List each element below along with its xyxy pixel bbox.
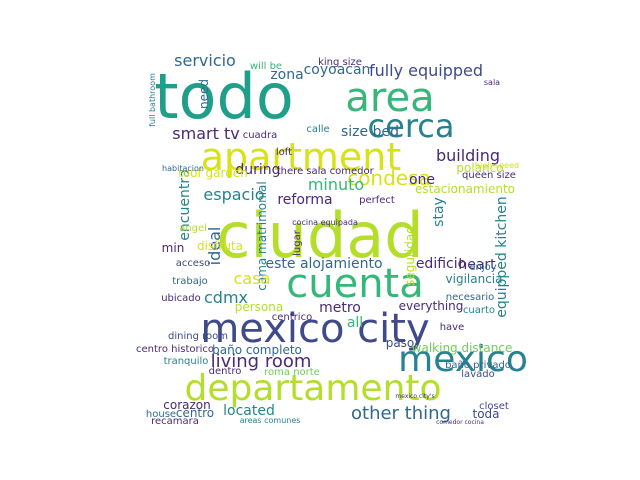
cloud-word: casa (234, 269, 271, 288)
cloud-word: todo (154, 60, 294, 133)
cloud-word: mexico (398, 339, 528, 380)
cloud-word: cdmx (204, 288, 248, 307)
cloud-word: high speed (475, 161, 519, 170)
cloud-word: fully equipped (369, 61, 483, 80)
cloud-word: calle (306, 124, 329, 135)
cloud-word: apartment (201, 135, 402, 179)
cloud-word: enjoy (469, 262, 496, 273)
cloud-word: other thing (351, 403, 451, 424)
cloud-word: area (345, 75, 434, 121)
cloud-word: habitacion (162, 164, 204, 173)
cloud-word: este alojamiento (265, 256, 382, 272)
cloud-word: smart tv (172, 124, 239, 143)
cloud-word: size bed (341, 124, 399, 140)
word-cloud-words: ciudad mexico city todo departamento apartme… (136, 51, 528, 427)
cloud-word: centro (176, 406, 214, 420)
cloud-word: dentro (209, 366, 242, 377)
cloud-word: edificio (416, 256, 466, 272)
cloud-word: seguridad (403, 226, 417, 286)
cloud-word: roma norte (264, 367, 320, 378)
cloud-word: comedor cocina (436, 419, 484, 426)
cloud-word: stay (431, 197, 447, 227)
cloud-word: lugar (292, 229, 303, 256)
cloud-word: metro (319, 300, 361, 316)
cloud-word: min (162, 241, 185, 255)
cloud-word: cuenta (286, 261, 424, 307)
cloud-word: centrico (272, 312, 312, 323)
cloud-word: cerca (368, 107, 455, 145)
cloud-word: espacio (203, 185, 264, 204)
cloud-word: building (436, 146, 500, 165)
cloud-word: departamento (184, 368, 441, 409)
cloud-word: coyoacan (304, 62, 371, 78)
cloud-word: queen size (462, 170, 516, 181)
cloud-word: toda (472, 407, 499, 421)
cloud-word: vigilancia (446, 272, 503, 286)
cloud-word: condesa (347, 166, 431, 190)
cloud-word: king size (318, 57, 362, 68)
cloud-word: baño completo (212, 343, 302, 357)
cloud-word: perfect (359, 195, 395, 206)
cloud-word: heart (458, 257, 496, 273)
cloud-word: cama matrimonial (255, 181, 269, 290)
cloud-word: there (277, 166, 303, 177)
cloud-word: zona (270, 67, 303, 83)
cloud-word: trabajo (172, 276, 208, 287)
cloud-word: have (440, 322, 465, 333)
cloud-word: equipped kitchen (494, 196, 510, 318)
cloud-word: living room (211, 351, 312, 372)
cloud-word: located (223, 403, 275, 419)
cloud-word: mexico city's (395, 393, 434, 400)
cloud-word: tranquilo (164, 356, 209, 367)
cloud-word: persona (235, 300, 284, 314)
cloud-word: need (197, 79, 211, 109)
cloud-word: house (146, 409, 176, 420)
cloud-word: recamara (151, 416, 199, 427)
cloud-word: polanco (456, 161, 503, 175)
cloud-word: sala (484, 78, 500, 87)
cloud-word: acceso (176, 258, 211, 269)
cloud-word: one (409, 172, 435, 188)
cloud-word: closet (479, 401, 509, 412)
cloud-word: sala comedor (306, 166, 374, 177)
cloud-word: roof garden (178, 166, 248, 180)
cloud-word: lavado (461, 369, 494, 380)
cloud-word: centro historico (136, 344, 214, 355)
cloud-word: encuentra (177, 169, 193, 240)
cloud-word: will be (250, 61, 282, 72)
cloud-word: ideal (205, 227, 224, 266)
cloud-word: cocina equipada (292, 218, 358, 227)
cloud-word: all (347, 315, 363, 331)
cloud-word: baño privado (445, 360, 511, 371)
cloud-word: reforma (277, 192, 332, 208)
cloud-word: servicio (174, 51, 236, 70)
cloud-word: estacionamiento (415, 182, 515, 196)
cloud-word: everything (399, 299, 464, 313)
cloud-word: during (235, 162, 280, 178)
cloud-word: dining room (168, 331, 228, 342)
cloud-word: loft (276, 147, 292, 158)
cloud-word: ubicado (161, 293, 201, 304)
cloud-word: necesario (446, 292, 495, 303)
cloud-word: disfruta (197, 239, 243, 253)
cloud-word: corazon (163, 398, 210, 412)
cloud-word: cuadra (243, 130, 278, 141)
cloud-word: paso (386, 336, 415, 350)
cloud-word: full bathroom (148, 73, 157, 127)
cloud-word: areas comunes (240, 416, 301, 425)
cloud-word: mexico city (200, 306, 429, 352)
cloud-word: minuto (308, 175, 364, 194)
cloud-word: walking distance (412, 341, 513, 355)
cloud-word: ciudad (216, 199, 423, 272)
cloud-word: angel (179, 223, 207, 234)
cloud-word: cuarto (463, 305, 495, 316)
